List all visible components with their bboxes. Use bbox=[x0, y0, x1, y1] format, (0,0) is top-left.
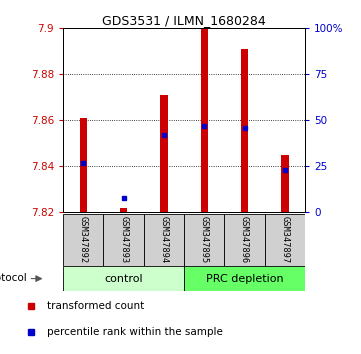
Bar bbox=[80, 118, 87, 212]
Bar bbox=[241, 49, 248, 212]
Text: percentile rank within the sample: percentile rank within the sample bbox=[47, 327, 223, 337]
Text: PRC depletion: PRC depletion bbox=[206, 274, 283, 284]
Text: control: control bbox=[104, 274, 143, 284]
Bar bbox=[63, 266, 184, 291]
Bar bbox=[184, 214, 225, 266]
Bar bbox=[225, 214, 265, 266]
Text: GSM347893: GSM347893 bbox=[119, 216, 128, 263]
Bar bbox=[120, 208, 127, 212]
Bar bbox=[281, 155, 288, 212]
Title: GDS3531 / ILMN_1680284: GDS3531 / ILMN_1680284 bbox=[102, 14, 266, 27]
Bar bbox=[201, 28, 208, 212]
Text: GSM347896: GSM347896 bbox=[240, 216, 249, 263]
Bar bbox=[160, 95, 168, 212]
Bar bbox=[144, 214, 184, 266]
Text: transformed count: transformed count bbox=[47, 301, 144, 311]
Bar bbox=[265, 214, 305, 266]
Text: GSM347897: GSM347897 bbox=[280, 216, 290, 263]
Bar bbox=[63, 214, 104, 266]
Text: GSM347894: GSM347894 bbox=[160, 216, 169, 263]
Bar bbox=[184, 266, 305, 291]
Bar bbox=[104, 214, 144, 266]
Text: GSM347892: GSM347892 bbox=[79, 216, 88, 263]
Text: GSM347895: GSM347895 bbox=[200, 216, 209, 263]
Text: protocol: protocol bbox=[0, 273, 27, 283]
